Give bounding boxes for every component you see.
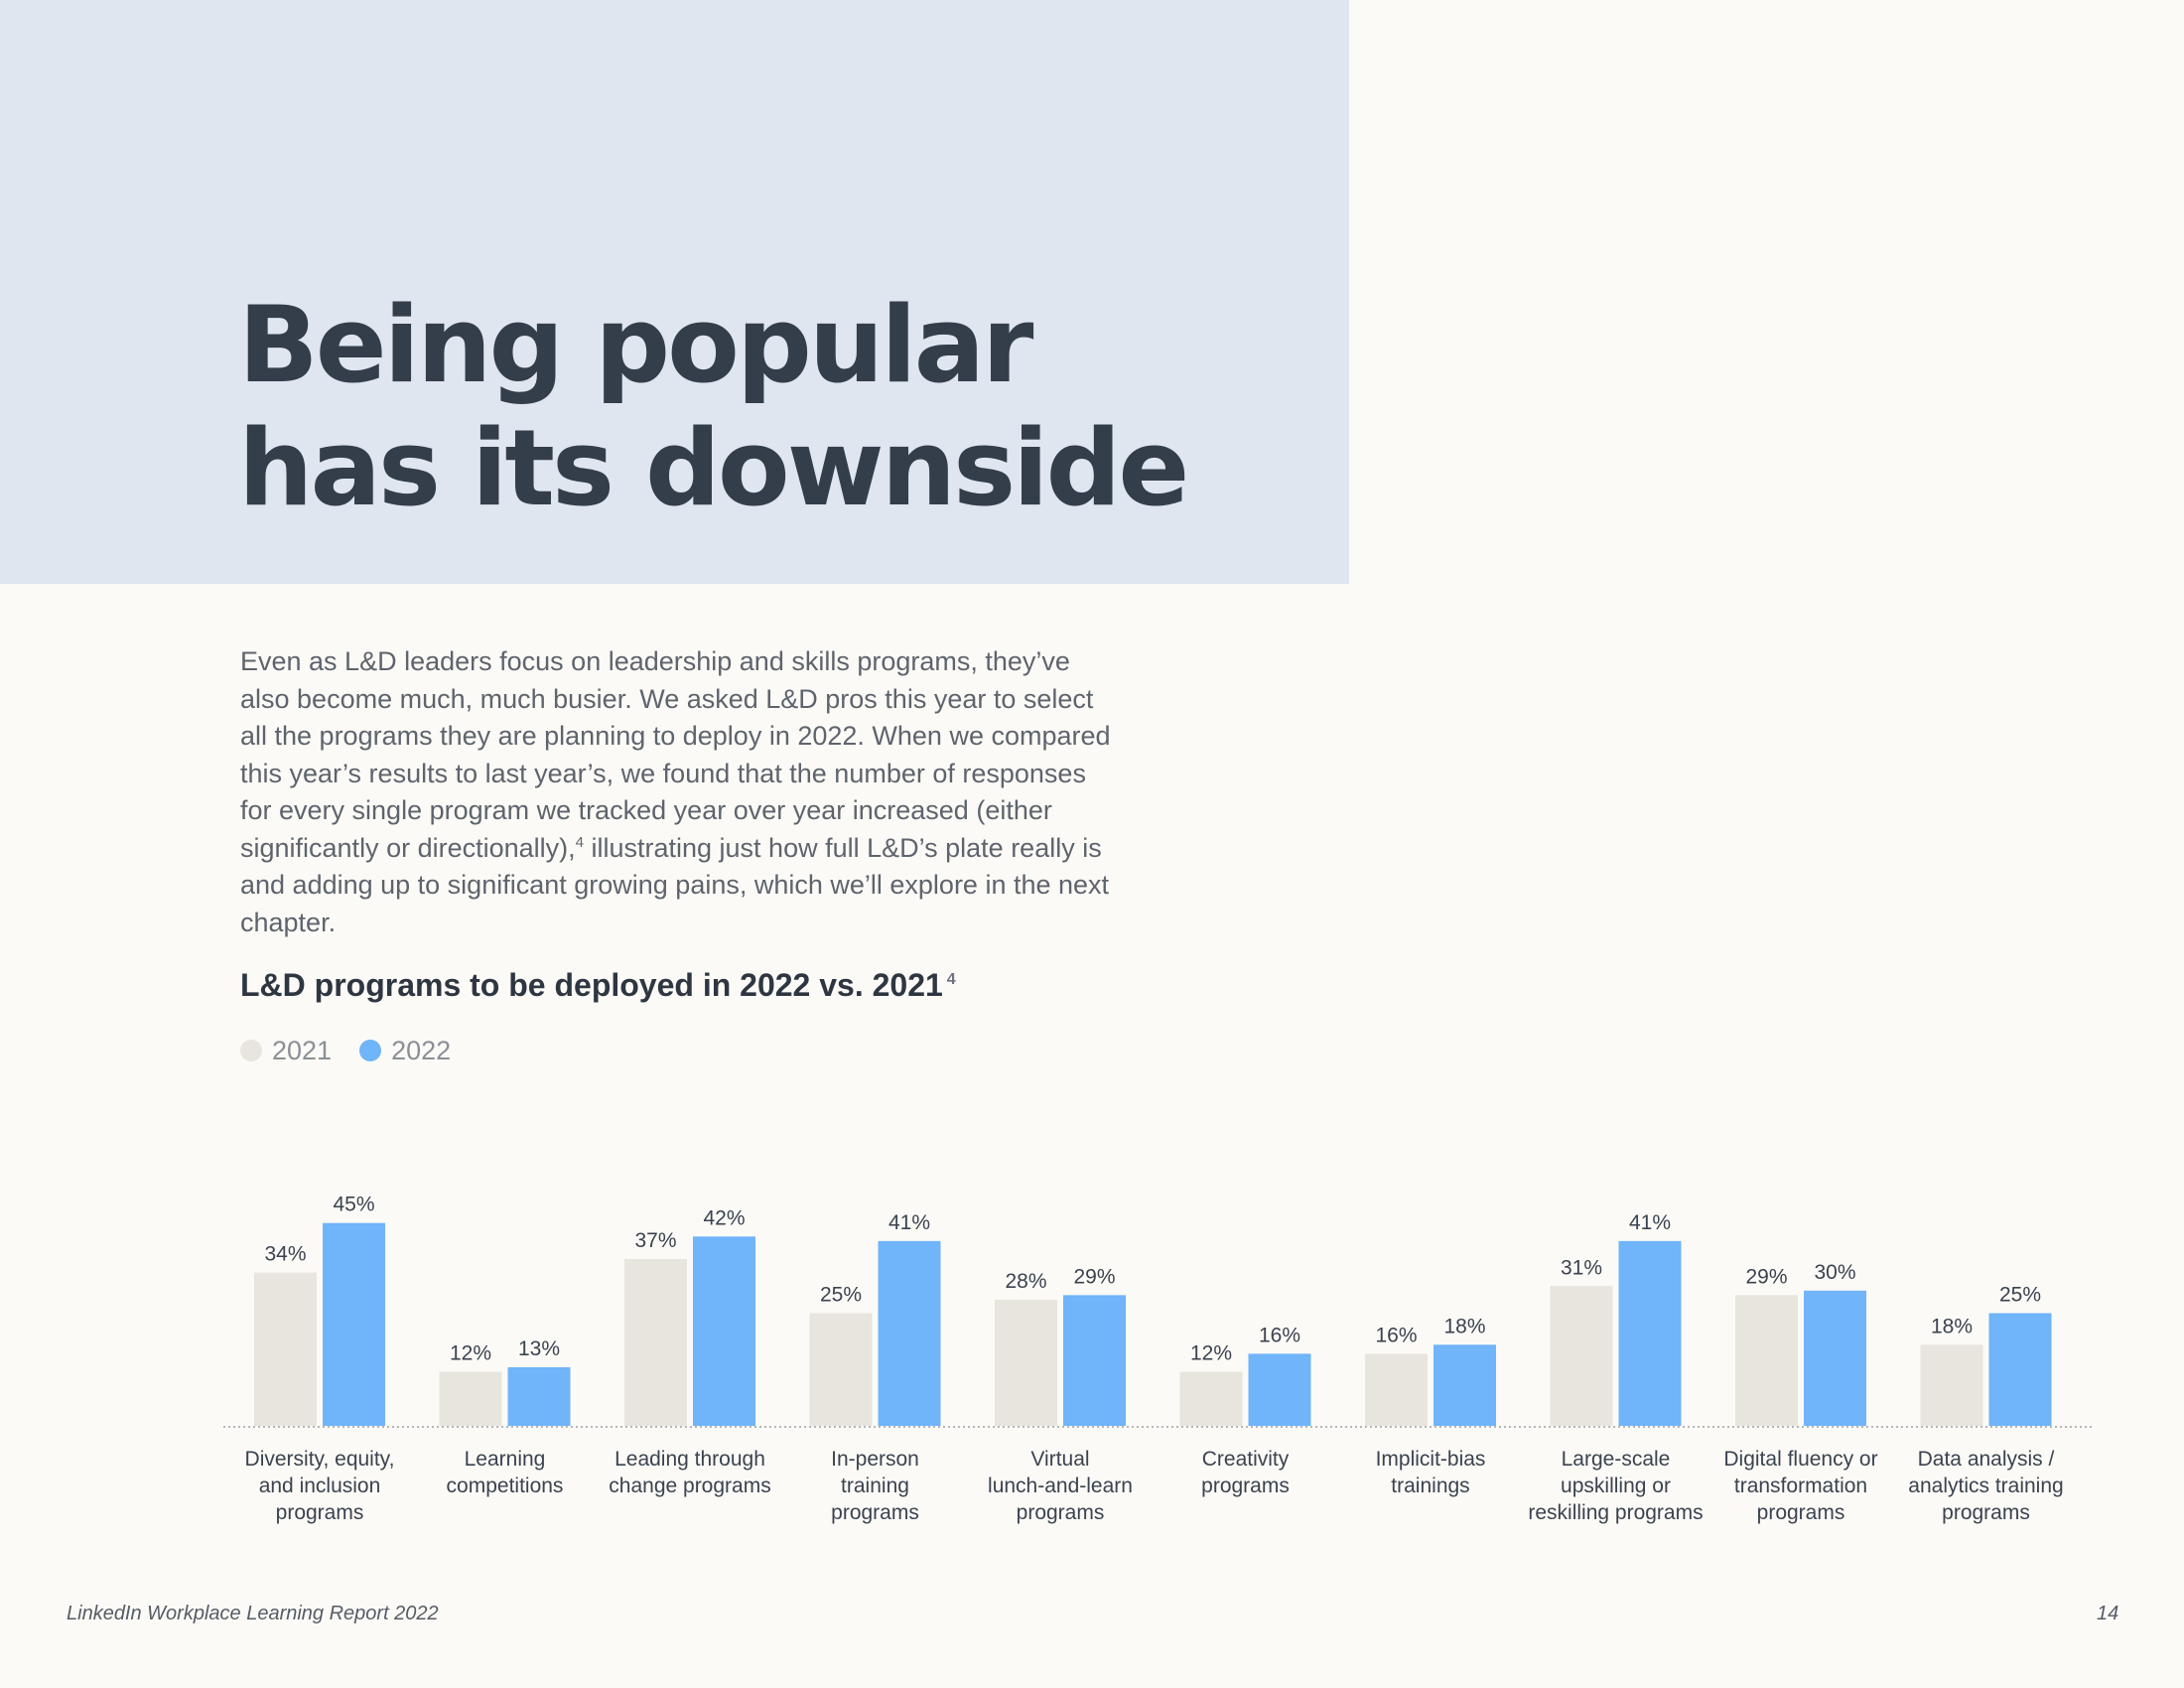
page-title-line-1: Being popular xyxy=(238,284,1033,406)
category-label-6-line-0: Implicit-bias xyxy=(1376,1448,1486,1471)
footer-report-name: LinkedIn Workplace Learning Report 2022 xyxy=(67,1603,439,1624)
bar-2022-7 xyxy=(1618,1240,1682,1426)
chart-title-footnote: 4 xyxy=(946,971,956,989)
category-label-7-line-0: Large-scale xyxy=(1562,1448,1671,1471)
data-label-2021-7: 31% xyxy=(1561,1256,1602,1279)
page-number: 14 xyxy=(2097,1603,2119,1624)
bar-2022-1 xyxy=(507,1366,571,1426)
bar-2022-5 xyxy=(1248,1353,1311,1426)
body-paragraph: Even as L&D leaders focus on leadership … xyxy=(240,643,1114,941)
category-label-8-line-0: Digital fluency or xyxy=(1723,1448,1877,1471)
page-title-line-2: has its downside xyxy=(238,407,1189,529)
category-label-5-line-1: programs xyxy=(1201,1475,1290,1497)
data-label-2022-8: 30% xyxy=(1814,1261,1855,1284)
body-text-end: illustrating just how full L&D’s plate r… xyxy=(240,832,1110,937)
bar-2022-0 xyxy=(323,1222,385,1426)
data-label-2022-6: 18% xyxy=(1443,1315,1485,1337)
bar-2021-1 xyxy=(439,1371,502,1426)
data-label-2022-1: 13% xyxy=(518,1337,560,1360)
legend-dot-2021 xyxy=(240,1040,262,1061)
category-label-3-line-2: programs xyxy=(831,1501,919,1524)
category-label-3-line-0: In-person xyxy=(831,1448,919,1471)
bar-2021-4 xyxy=(995,1299,1057,1426)
category-label-7-line-1: upskilling or xyxy=(1561,1475,1671,1497)
bar-2022-3 xyxy=(878,1240,941,1426)
body-text-main: Even as L&D leaders focus on leadership … xyxy=(240,646,1111,863)
data-label-2022-7: 41% xyxy=(1629,1211,1671,1234)
bar-2021-9 xyxy=(1920,1344,1983,1426)
category-label-3-line-1: training xyxy=(841,1475,909,1497)
bar-2021-2 xyxy=(624,1259,687,1426)
category-label-0-line-1: and inclusion xyxy=(259,1475,381,1497)
bar-2022-8 xyxy=(1804,1290,1866,1426)
data-label-2021-5: 12% xyxy=(1190,1342,1232,1365)
legend-label-2021: 2021 xyxy=(272,1035,333,1065)
data-label-2021-9: 18% xyxy=(1931,1315,1973,1337)
chart-legend: 2021 2022 xyxy=(240,1033,451,1068)
category-label-4-line-0: Virtual xyxy=(1030,1448,1089,1471)
category-label-9-line-2: programs xyxy=(1942,1501,2030,1524)
chart-title: L&D programs to be deployed in 2022 vs. … xyxy=(240,967,956,1004)
category-label-1-line-0: Learning xyxy=(465,1448,546,1471)
bar-2022-2 xyxy=(693,1236,755,1426)
bar-2021-5 xyxy=(1179,1371,1243,1426)
bar-2021-3 xyxy=(809,1313,873,1426)
category-label-5-line-0: Creativity xyxy=(1202,1448,1290,1471)
data-label-2022-5: 16% xyxy=(1259,1324,1300,1346)
data-label-2021-6: 16% xyxy=(1375,1324,1417,1346)
data-label-2022-0: 45% xyxy=(333,1194,374,1216)
data-label-2021-1: 12% xyxy=(450,1342,491,1365)
category-label-2-line-0: Leading through xyxy=(614,1448,765,1471)
hero-banner xyxy=(0,0,1349,584)
category-label-8-line-1: transformation xyxy=(1734,1475,1867,1497)
bar-2022-4 xyxy=(1063,1295,1126,1426)
bar-2021-6 xyxy=(1365,1353,1428,1426)
category-label-4-line-2: programs xyxy=(1017,1501,1105,1524)
data-label-2022-9: 25% xyxy=(1999,1284,2041,1307)
category-label-0-line-2: programs xyxy=(276,1501,364,1524)
bar-2021-0 xyxy=(254,1272,317,1426)
data-label-2022-3: 41% xyxy=(888,1211,930,1234)
legend-dot-2022 xyxy=(359,1040,382,1061)
bar-2021-7 xyxy=(1550,1286,1613,1426)
category-label-0-line-0: Diversity, equity, xyxy=(245,1448,395,1471)
category-label-9-line-1: analytics training xyxy=(1908,1475,2063,1497)
category-label-2-line-1: change programs xyxy=(609,1475,770,1497)
page-title: Being popular has its downside xyxy=(238,284,1189,530)
data-label-2022-2: 42% xyxy=(703,1206,745,1229)
data-label-2021-3: 25% xyxy=(820,1284,862,1307)
data-label-2021-2: 37% xyxy=(634,1229,676,1252)
category-label-8-line-2: programs xyxy=(1757,1501,1845,1524)
chart-title-text: L&D programs to be deployed in 2022 vs. … xyxy=(240,967,943,1003)
legend-item-2021: 2021 xyxy=(240,1036,332,1066)
bar-2022-9 xyxy=(1988,1313,2052,1426)
footnote-marker: 4 xyxy=(575,833,584,851)
data-label-2021-8: 29% xyxy=(1745,1265,1787,1288)
category-label-7-line-2: reskilling programs xyxy=(1528,1501,1703,1524)
category-label-4-line-1: lunch-and-learn xyxy=(988,1475,1133,1497)
bar-2022-6 xyxy=(1433,1344,1496,1426)
bar-2021-8 xyxy=(1735,1295,1798,1426)
data-label-2022-4: 29% xyxy=(1073,1265,1115,1288)
data-label-2021-4: 28% xyxy=(1005,1270,1046,1293)
category-label-1-line-1: competitions xyxy=(447,1475,564,1497)
legend-label-2022: 2022 xyxy=(391,1035,452,1065)
data-label-2021-0: 34% xyxy=(264,1243,306,1266)
category-label-6-line-1: trainings xyxy=(1391,1475,1469,1497)
category-label-9-line-0: Data analysis / xyxy=(1918,1448,2055,1471)
legend-item-2022: 2022 xyxy=(359,1036,451,1066)
